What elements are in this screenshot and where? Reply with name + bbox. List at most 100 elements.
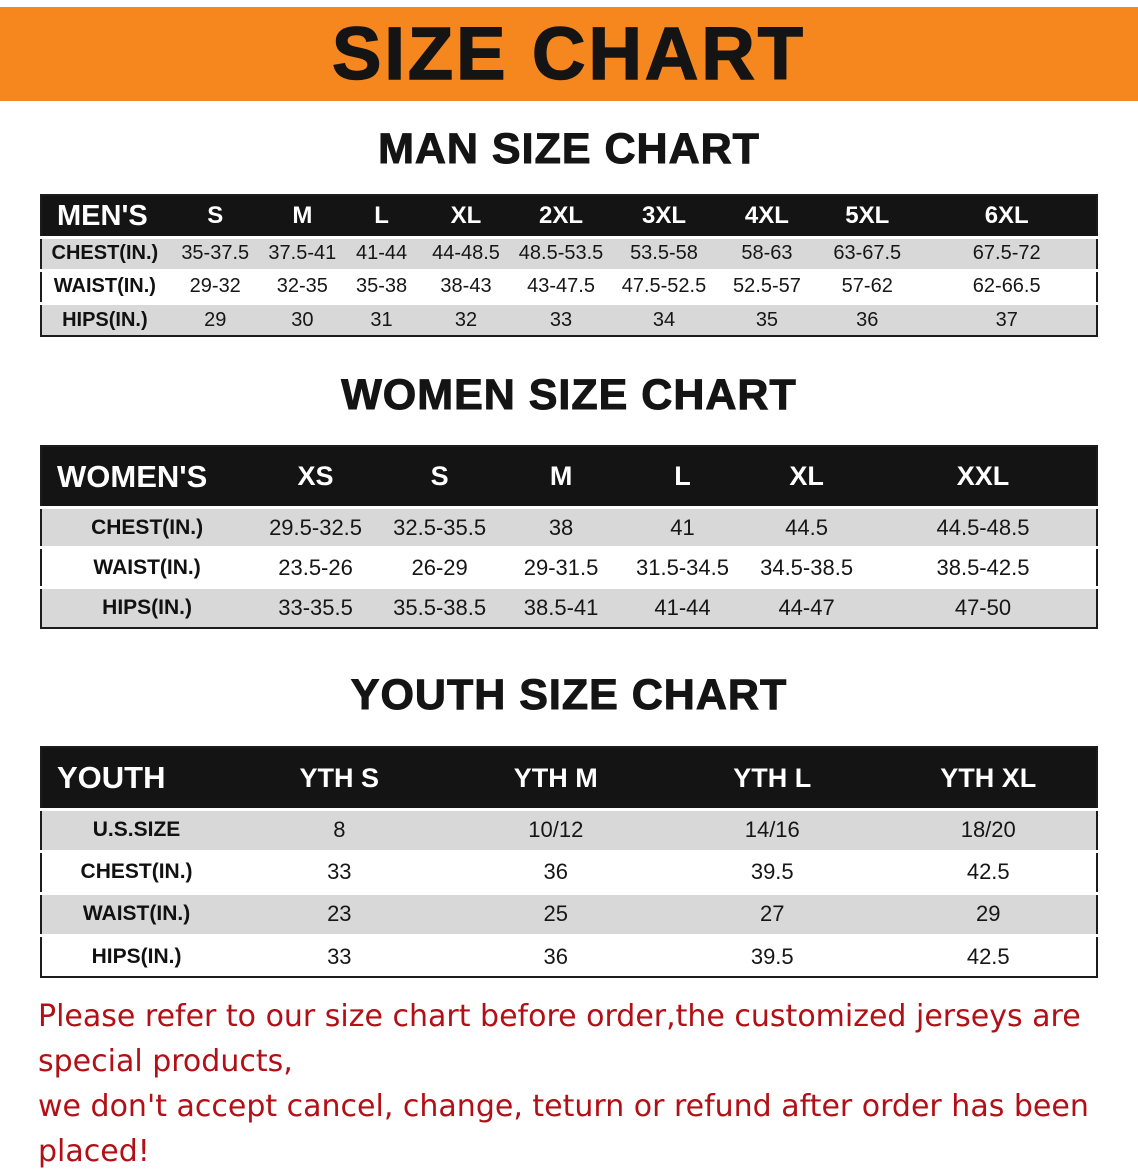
women-size-chart-section: WOMEN SIZE CHART WOMEN'S XS S M L XL XXL CHEST(… [0, 371, 1138, 629]
size-value-cell: 43-47.5 [527, 275, 595, 298]
size-column-header: XS [297, 461, 334, 492]
size-value-cell: 26-29 [411, 554, 468, 580]
size-column-header: L [674, 461, 691, 492]
size-value-cell: 38 [548, 514, 574, 540]
row-label-cell: CHEST(IN.) [51, 242, 159, 265]
size-value-cell: 42.5 [966, 943, 1010, 969]
size-table-row: HIPS(IN.) 33-35.5 35.5-38.5 38.5-41 41-44 44-… [41, 587, 1097, 628]
row-label-cell: WAIST(IN.) [82, 902, 191, 926]
size-value-cell: 57-62 [841, 275, 893, 298]
size-value-cell: 42.5 [966, 859, 1010, 885]
size-value-cell: 30 [291, 308, 314, 331]
size-column-header: YTH XL [940, 762, 1037, 793]
size-column-header: 3XL [641, 202, 686, 230]
size-value-cell: 39.5 [750, 943, 794, 969]
size-value-cell: 41 [670, 514, 695, 540]
size-value-cell: 10/12 [528, 817, 584, 843]
size-column-header: XXL [956, 461, 1010, 492]
size-value-cell: 38.5-41 [523, 595, 599, 621]
size-value-cell: 36 [543, 859, 569, 885]
size-value-cell: 27 [760, 901, 785, 927]
size-value-cell: 29-32 [189, 275, 241, 298]
size-value-cell: 39.5 [750, 859, 794, 885]
row-label-cell: CHEST(IN.) [80, 860, 193, 884]
size-value-cell: 35-38 [355, 275, 408, 298]
size-value-cell: 29-31.5 [523, 554, 599, 580]
size-value-cell: 35 [755, 308, 779, 331]
size-value-cell: 58-63 [741, 242, 793, 265]
size-value-cell: 35-37.5 [181, 242, 250, 265]
size-value-cell: 36 [856, 308, 879, 331]
disclaimer-line-2: we don't accept cancel, change, teturn o… [38, 1089, 1089, 1170]
size-value-cell: 38.5-42.5 [936, 554, 1030, 580]
womens-size-table: WOMEN'S XS S M L XL XXL CHEST(IN.) 29.5-32.5 32.5… [40, 444, 1098, 629]
size-value-cell: 62-66.5 [972, 275, 1041, 298]
size-value-cell: 47-50 [954, 595, 1012, 621]
row-label-cell: WAIST(IN.) [53, 275, 156, 298]
size-column-header: S [207, 202, 224, 230]
size-value-cell: 18/20 [960, 817, 1016, 843]
size-column-header: S [430, 461, 449, 492]
size-value-cell: 33-35.5 [278, 595, 353, 621]
size-value-cell: 32-35 [276, 275, 328, 298]
size-table-row: HIPS(IN.) 29 30 31 32 33 34 35 36 37 [41, 303, 1097, 337]
row-label-cell: U.S.SIZE [92, 818, 181, 842]
row-label-cell: WAIST(IN.) [93, 555, 201, 579]
size-column-header: 6XL [984, 202, 1029, 230]
size-value-cell: 34.5-38.5 [760, 554, 854, 580]
size-value-cell: 36 [543, 943, 569, 969]
row-label-cell: HIPS(IN.) [62, 308, 148, 331]
size-table-row: WAIST(IN.) 23 25 27 29 [41, 893, 1097, 936]
size-value-cell: 37 [995, 308, 1018, 331]
size-value-cell: 25 [543, 901, 569, 927]
size-value-cell: 32.5-35.5 [393, 514, 487, 540]
size-value-cell: 44-47 [778, 595, 835, 621]
size-value-cell: 44.5 [785, 514, 828, 540]
size-column-header: YTH L [733, 762, 812, 793]
size-value-cell: 41-44 [355, 242, 408, 265]
size-table-header-row: YOUTH YTH S YTH M YTH L YTH XL [41, 747, 1097, 810]
size-table-row: U.S.SIZE 8 10/12 14/16 18/20 [41, 809, 1097, 852]
size-value-cell: 31.5-34.5 [636, 554, 729, 580]
size-value-cell: 23.5-26 [278, 554, 353, 580]
size-value-cell: 67.5-72 [972, 242, 1041, 265]
youth-size-table: YOUTH YTH S YTH M YTH L YTH XL U.S.SIZE 8 10/12… [40, 746, 1098, 979]
size-value-cell: 33 [327, 859, 352, 885]
size-column-header: 5XL [845, 202, 890, 230]
size-value-cell: 47.5-52.5 [621, 275, 707, 298]
size-value-cell: 29 [204, 308, 227, 331]
size-value-cell: 14/16 [744, 817, 800, 843]
size-column-header: XL [450, 202, 482, 230]
size-value-cell: 63-67.5 [833, 242, 902, 265]
table-title-cell: WOMEN'S [57, 458, 208, 494]
size-table-header-row: MEN'S S M L XL 2XL 3XL 4XL 5XL 6XL [41, 195, 1097, 238]
size-table-row: WAIST(IN.) 23.5-26 26-29 29-31.5 31.5-34.5 34… [41, 547, 1097, 588]
size-chart-page: SIZE CHART MAN SIZE CHART MEN'S S M L XL 2XL 3… [0, 7, 1138, 1174]
size-column-header: 4XL [744, 202, 789, 230]
size-value-cell: 41-44 [654, 595, 711, 621]
size-column-header: YTH M [513, 762, 598, 793]
size-value-cell: 31 [370, 308, 393, 331]
size-table-row: CHEST(IN.) 29.5-32.5 32.5-35.5 38 41 44.5 44.5… [41, 507, 1097, 548]
size-column-header: YTH S [299, 762, 380, 793]
disclaimer-line-1: Please refer to our size chart before or… [38, 999, 1081, 1080]
size-value-cell: 29 [976, 901, 1001, 927]
men-size-chart-section: MAN SIZE CHART MEN'S S M L XL 2XL 3XL 4XL 5XL 6XL… [0, 124, 1138, 338]
size-value-cell: 8 [333, 817, 346, 843]
youth-size-chart-section: YOUTH SIZE CHART YOUTH YTH S YTH M YTH L YTH… [0, 670, 1138, 979]
size-value-cell: 52.5-57 [733, 275, 801, 298]
row-label-cell: HIPS(IN.) [102, 596, 193, 620]
size-value-cell: 44-48.5 [432, 242, 500, 265]
size-column-header: M [292, 202, 313, 230]
size-value-cell: 32 [454, 308, 478, 331]
size-value-cell: 37.5-41 [268, 242, 337, 265]
disclaimer-note: Please refer to our size chart before or… [38, 994, 1110, 1174]
size-table-row: CHEST(IN.) 33 36 39.5 42.5 [41, 851, 1097, 894]
size-value-cell: 35.5-38.5 [393, 595, 487, 621]
size-table-header-row: WOMEN'S XS S M L XL XXL [41, 445, 1097, 508]
size-table-row: HIPS(IN.) 33 36 39.5 42.5 [41, 935, 1097, 978]
size-chart-banner: SIZE CHART [0, 7, 1138, 101]
size-column-header: M [549, 461, 573, 492]
size-value-cell: 38-43 [440, 275, 492, 298]
size-value-cell: 34 [652, 308, 676, 331]
